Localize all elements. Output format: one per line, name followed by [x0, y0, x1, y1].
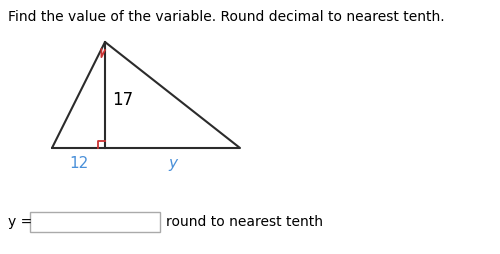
Text: round to nearest tenth: round to nearest tenth	[166, 215, 323, 229]
Text: 17: 17	[112, 91, 133, 109]
Text: y =: y =	[8, 215, 32, 229]
Text: y: y	[168, 156, 177, 171]
Text: 12: 12	[69, 156, 88, 171]
Bar	[30, 212, 160, 232]
Text: Find the value of the variable. Round decimal to nearest tenth.: Find the value of the variable. Round de…	[8, 10, 444, 24]
